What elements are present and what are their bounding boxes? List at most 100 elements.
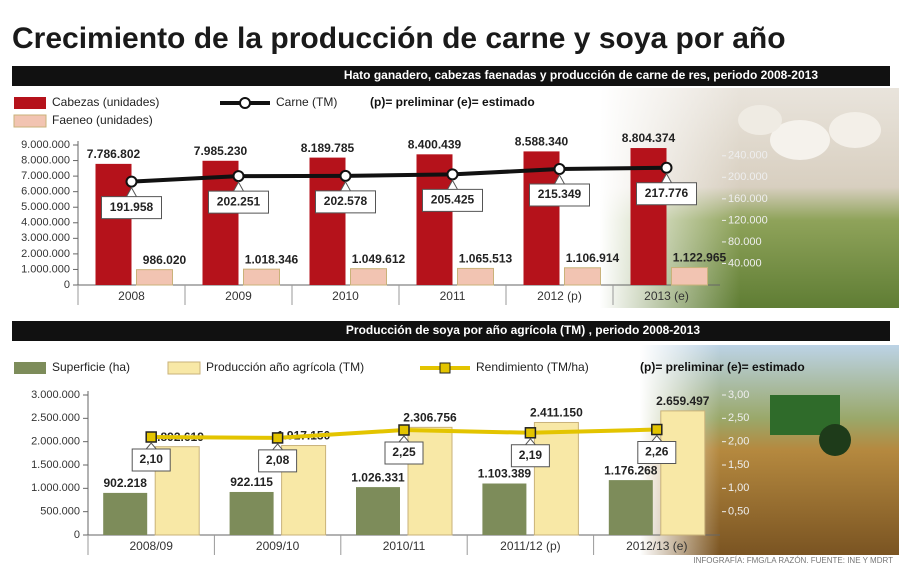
data-label: 2,25 bbox=[392, 445, 416, 459]
legend-label: Superficie (ha) bbox=[52, 360, 130, 374]
data-label: 2,26 bbox=[645, 445, 669, 459]
infographic: Crecimiento de la producción de carne y … bbox=[0, 0, 899, 567]
bar bbox=[137, 270, 173, 285]
y-tick-label: 1.000.000 bbox=[31, 482, 80, 494]
y2-tick-label: 0,50 bbox=[728, 506, 749, 518]
chart-title: Producción de soya por año agrícola (TM)… bbox=[346, 323, 700, 337]
bar bbox=[565, 268, 601, 285]
line-marker bbox=[399, 425, 409, 435]
legend-swatch bbox=[14, 362, 46, 374]
main-title: Crecimiento de la producción de carne y … bbox=[12, 22, 786, 55]
data-label: 191.958 bbox=[110, 200, 154, 214]
legend-label: Carne (TM) bbox=[276, 95, 337, 109]
y-tick-label: 0 bbox=[74, 529, 80, 541]
legend-label: Producción año agrícola (TM) bbox=[206, 360, 364, 374]
y-tick-label: 8.000.000 bbox=[21, 154, 70, 166]
x-tick-label: 2013 (e) bbox=[644, 289, 689, 303]
data-label: 202.578 bbox=[324, 194, 368, 208]
bar bbox=[351, 269, 387, 285]
y-tick-label: 7.000.000 bbox=[21, 170, 70, 182]
line-marker bbox=[652, 425, 662, 435]
legend-marker bbox=[440, 363, 450, 373]
y2-tick-label: 240.000 bbox=[728, 150, 768, 162]
line-marker bbox=[448, 169, 458, 179]
y2-tick-label: 40.000 bbox=[728, 257, 762, 269]
data-label: 2,10 bbox=[140, 452, 164, 466]
data-label: 202.251 bbox=[217, 194, 261, 208]
data-label: 8.400.439 bbox=[408, 137, 462, 151]
x-tick-label: 2009 bbox=[225, 289, 252, 303]
data-label: 2,19 bbox=[519, 448, 543, 462]
y2-tick-label: 1,00 bbox=[728, 482, 749, 494]
bar bbox=[482, 484, 526, 535]
data-label: 217.776 bbox=[645, 186, 689, 200]
x-tick-label: 2011 bbox=[440, 289, 466, 303]
legend-marker bbox=[240, 98, 250, 108]
y-tick-label: 0 bbox=[64, 279, 70, 291]
bar bbox=[609, 480, 653, 535]
line-marker bbox=[234, 171, 244, 181]
line-marker bbox=[555, 164, 565, 174]
x-tick-label: 2009/10 bbox=[256, 539, 300, 553]
data-label: 1.026.331 bbox=[351, 470, 405, 484]
tractor-wheel bbox=[819, 424, 851, 456]
y2-tick-label: 2,00 bbox=[728, 436, 749, 448]
source: INFOGRAFÍA: FMG/LA RAZÓN. FUENTE: INE Y … bbox=[693, 556, 893, 565]
y-tick-label: 1.500.000 bbox=[31, 459, 80, 471]
legend-swatch bbox=[14, 97, 46, 109]
bar bbox=[356, 487, 400, 535]
data-label: 1.049.612 bbox=[352, 252, 406, 266]
note: (p)= preliminar (e)= estimado bbox=[640, 360, 805, 374]
legend-swatch bbox=[14, 115, 46, 127]
y-tick-label: 9.000.000 bbox=[21, 139, 70, 151]
legend-swatch bbox=[168, 362, 200, 374]
y-tick-label: 3.000.000 bbox=[21, 232, 70, 244]
bar bbox=[661, 411, 705, 535]
y-tick-label: 2.500.000 bbox=[31, 412, 80, 424]
x-tick-label: 2012/13 (e) bbox=[626, 539, 687, 553]
x-tick-label: 2012 (p) bbox=[537, 289, 582, 303]
cow bbox=[738, 105, 782, 135]
y-tick-label: 3.000.000 bbox=[31, 389, 80, 401]
data-label: 902.218 bbox=[104, 476, 148, 490]
data-label: 922.115 bbox=[230, 475, 273, 489]
data-label: 8.189.785 bbox=[301, 141, 355, 155]
data-label: 2.411.150 bbox=[530, 406, 583, 420]
bar bbox=[244, 269, 280, 285]
x-tick-label: 2010 bbox=[332, 289, 359, 303]
line-marker bbox=[341, 171, 351, 181]
data-label: 7.985.230 bbox=[194, 144, 248, 158]
data-label: 7.786.802 bbox=[87, 147, 141, 161]
data-label: 1.122.965 bbox=[673, 251, 727, 265]
y-tick-label: 5.000.000 bbox=[21, 201, 70, 213]
data-label: 1.106.914 bbox=[566, 251, 620, 265]
data-label: 8.588.340 bbox=[515, 135, 569, 149]
x-tick-label: 2008/09 bbox=[130, 539, 174, 553]
y2-tick-label: 2,50 bbox=[728, 412, 749, 424]
x-tick-label: 2011/12 (p) bbox=[500, 539, 561, 553]
data-label: 205.425 bbox=[431, 193, 475, 207]
legend-label: Cabezas (unidades) bbox=[52, 95, 159, 109]
y-tick-label: 2.000.000 bbox=[31, 436, 80, 448]
data-label: 1.018.346 bbox=[245, 252, 299, 266]
line-marker bbox=[146, 432, 156, 442]
bar bbox=[103, 493, 147, 535]
data-label: 986.020 bbox=[143, 253, 187, 267]
data-label: 8.804.374 bbox=[622, 131, 676, 145]
line-marker bbox=[525, 428, 535, 438]
cow bbox=[829, 112, 881, 148]
data-label: 2.306.756 bbox=[403, 411, 457, 425]
y-tick-label: 2.000.000 bbox=[21, 248, 70, 260]
line-marker bbox=[662, 163, 672, 173]
y2-tick-label: 1,50 bbox=[728, 459, 749, 471]
y-tick-label: 500.000 bbox=[40, 506, 80, 518]
data-label: 2,08 bbox=[266, 453, 290, 467]
x-tick-label: 2010/11 bbox=[383, 539, 426, 553]
data-label: 1.176.268 bbox=[604, 463, 658, 477]
legend-label: Faeneo (unidades) bbox=[52, 113, 153, 127]
bar bbox=[534, 422, 578, 535]
y2-tick-label: 120.000 bbox=[728, 214, 768, 226]
chart-title: Hato ganadero, cabezas faenadas y produc… bbox=[344, 68, 819, 82]
y2-tick-label: 160.000 bbox=[728, 193, 768, 205]
data-label: 215.349 bbox=[538, 187, 582, 201]
